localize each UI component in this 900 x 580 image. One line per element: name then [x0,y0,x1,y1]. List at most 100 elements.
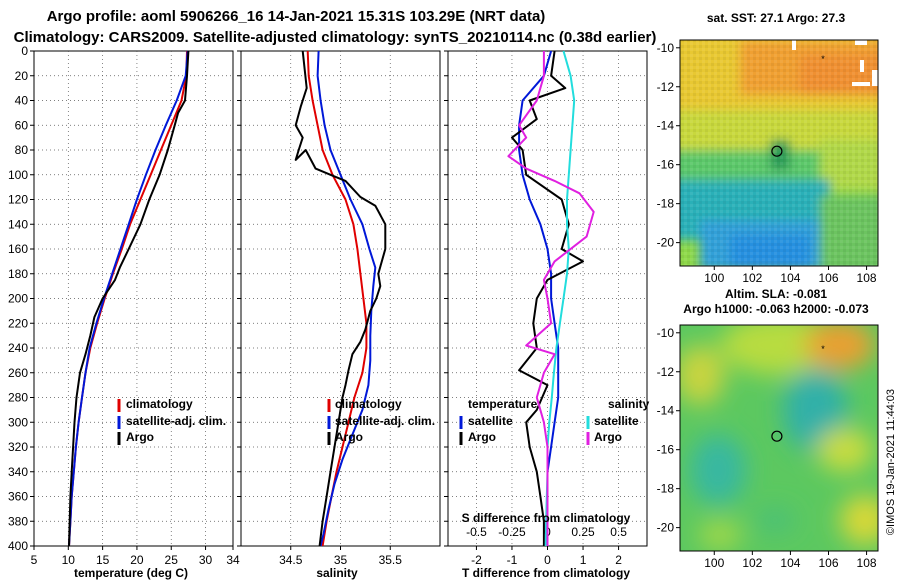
series-line-satellite-adj-clim- [316,50,377,547]
profile-location-marker [771,430,783,442]
sst-map-title: sat. SST: 27.1 Argo: 27.3 [707,11,846,25]
figure-title-line2: Climatology: CARS2009. Satellite-adjuste… [14,29,657,46]
lat-tick-label: -12 [657,365,675,379]
lat-tick-label: -12 [657,80,675,94]
lon-tick-label: 100 [704,271,724,285]
legend-t-argo-label: Argo [468,430,496,444]
depth-tick-label: 160 [8,242,28,256]
profile-location-marker [771,145,783,157]
depth-tick-label: 80 [15,143,29,157]
x-tick-label: 30 [199,553,213,567]
lat-tick-label: -20 [657,236,675,250]
x-tick-label: 20 [130,553,144,567]
lon-tick-label: 106 [818,556,838,570]
depth-tick-label: 320 [8,440,28,454]
legend-temperature-title: temperature [468,397,538,411]
legend-argo-label: Argo [126,430,154,444]
x-tick-label: 10 [62,553,76,567]
temperature-plot-frame [33,50,234,547]
depth-tick-label: 240 [8,341,28,355]
sla-map-frame [679,324,879,552]
lat-tick-label: -16 [657,443,675,457]
lat-tick-label: -14 [657,119,675,133]
difference-legend: temperature salinity satellite Argo sate… [459,397,650,445]
depth-tick-label: 120 [8,193,28,207]
lat-tick-label: -14 [657,404,675,418]
x-tick-label: 35 [334,553,348,567]
difference-panel: -2 -1 0 1 2 -0.5 -0.25 0 0.25 0.5 T difference f… [444,50,650,580]
lat-tick-label: -20 [657,521,675,535]
s-diff-tick-label: 0.25 [571,525,595,539]
series-line-salinity-satellite [544,50,576,547]
s-difference-axis-label: S difference from climatology [462,511,631,525]
depth-tick-label: 400 [8,539,28,553]
legend-climatology-label: climatology [335,397,402,411]
sla-map-subtitle: Argo h1000: -0.063 h2000: -0.073 [683,302,869,316]
legend-climatology-label: climatology [126,397,193,411]
s-diff-tick-label: -0.25 [498,525,526,539]
series-line-satellite-adj-clim- [68,50,189,547]
sst-map-frame [679,39,879,267]
temperature-panel: 0 20 40 60 80 100 120 140 160 180 200 220 240 260 280 3… [8,44,240,580]
legend-salinity-title: salinity [608,397,650,411]
lat-tick-label: -16 [657,158,675,172]
x-tick-label: 1 [580,553,587,567]
series-line-argo [294,50,387,547]
x-tick-label: 2 [615,553,622,567]
lon-tick-label: 106 [818,271,838,285]
depth-tick-label: 360 [8,490,28,504]
depth-tick-label: 180 [8,267,28,281]
figure-title-line1: Argo profile: aoml 5906266_16 14-Jan-202… [47,8,546,25]
depth-tick-label: 300 [8,415,28,429]
credit-text: ©IMOS 19-Jan-2021 11:44:03 [885,389,897,535]
salinity-axis-label: salinity [316,566,358,580]
x-tick-label: 15 [96,553,110,567]
x-tick-label: 25 [165,553,179,567]
legend-s-satellite-label: satellite [594,414,639,428]
lat-tick-label: -18 [657,482,675,496]
salinity-legend: climatology satellite-adj. clim. Argo [327,397,435,445]
depth-tick-label: 220 [8,316,28,330]
lon-tick-label: 102 [742,271,762,285]
series-line-salinity-argo [507,51,595,546]
sla-map: Altim. SLA: -0.081 Argo h1000: -0.063 h2… [657,287,879,570]
legend-satellite-label: satellite-adj. clim. [126,414,226,428]
s-diff-tick-label: 0.5 [610,525,627,539]
depth-tick-label: 380 [8,514,28,528]
lon-tick-label: 104 [780,556,800,570]
depth-tick-label: 100 [8,168,28,182]
island-marker: * [821,344,825,354]
series-line-temperature-argo [511,50,584,546]
lat-tick-label: -10 [657,41,675,55]
sst-map: sat. SST: 27.1 Argo: 27.3 [657,11,879,285]
x-tick-label: -2 [471,553,482,567]
series-line-climatology [306,50,368,547]
x-tick-label: 35.5 [379,553,403,567]
depth-tick-label: 0 [21,44,28,58]
lon-tick-label: 108 [857,556,877,570]
island-marker: * [821,54,825,64]
depth-tick-label: 60 [15,118,29,132]
depth-axis-labels: 0 20 40 60 80 100 120 140 160 180 200 220 240 260 280 3… [8,44,28,553]
legend-argo-label: Argo [335,430,363,444]
temperature-axis-label: temperature (deg C) [74,566,188,580]
lon-tick-label: 104 [780,271,800,285]
x-tick-label: 0 [544,553,551,567]
x-tick-label: 34 [226,553,240,567]
depth-tick-label: 280 [8,391,28,405]
t-difference-axis-label: T difference from climatology [462,566,630,580]
depth-tick-label: 340 [8,465,28,479]
lon-tick-label: 108 [857,271,877,285]
depth-tick-label: 200 [8,292,28,306]
lat-tick-label: -18 [657,197,675,211]
x-tick-label: 34.5 [279,553,303,567]
legend-s-argo-label: Argo [594,430,622,444]
legend-satellite-label: satellite-adj. clim. [335,414,435,428]
sla-map-title: Altim. SLA: -0.081 [725,287,827,301]
legend-t-satellite-label: satellite [468,414,513,428]
salinity-panel: 34.5 35 35.5 salinity climatology satellit… [237,50,441,580]
depth-tick-label: 40 [15,94,29,108]
lon-tick-label: 100 [704,556,724,570]
series-line-argo [68,50,190,547]
